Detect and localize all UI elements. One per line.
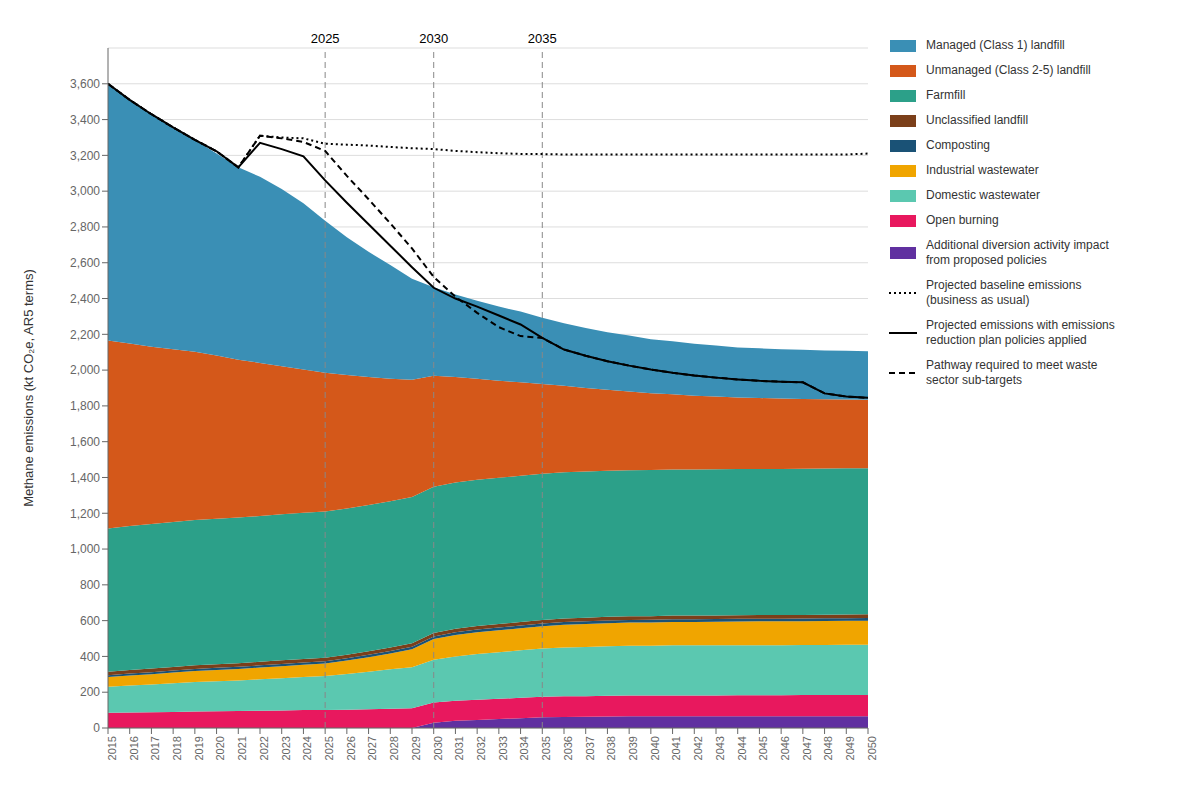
- html-text:Unclassified landfill: Unclassified landfill: [926, 113, 1028, 127]
- svg-text:2045: 2045: [757, 736, 769, 760]
- svg-text:2046: 2046: [779, 736, 791, 760]
- svg-text:2030: 2030: [432, 736, 444, 760]
- svg-text:2039: 2039: [627, 736, 639, 760]
- svg-text:2032: 2032: [475, 736, 487, 760]
- svg-text:3,200: 3,200: [70, 149, 100, 163]
- html-text:Unmanaged (Class 2-5) landfill: Unmanaged (Class 2-5) landfill: [926, 63, 1091, 77]
- svg-text:1,200: 1,200: [70, 507, 100, 521]
- svg-text:2028: 2028: [388, 736, 400, 760]
- svg-text:2030: 2030: [419, 31, 448, 46]
- svg-text:2050: 2050: [866, 736, 878, 760]
- svg-text:2033: 2033: [497, 736, 509, 760]
- svg-text:2018: 2018: [171, 736, 183, 760]
- svg-text:2020: 2020: [214, 736, 226, 760]
- svg-text:2038: 2038: [605, 736, 617, 760]
- svg-text:200: 200: [80, 685, 100, 699]
- html-text:Projected baseline emissions: Projected baseline emissions: [926, 278, 1082, 292]
- svg-text:2,400: 2,400: [70, 292, 100, 306]
- svg-text:2022: 2022: [258, 736, 270, 760]
- svg-text:2048: 2048: [822, 736, 834, 760]
- svg-text:1,800: 1,800: [70, 399, 100, 413]
- html-text:reduction plan policies applie: reduction plan policies applied: [926, 333, 1087, 347]
- svg-text:2023: 2023: [280, 736, 292, 760]
- html-text:Open burning: Open burning: [926, 213, 999, 227]
- svg-text:2044: 2044: [736, 736, 748, 760]
- svg-text:2016: 2016: [128, 736, 140, 760]
- svg-text:2041: 2041: [670, 736, 682, 760]
- svg-text:2024: 2024: [301, 736, 313, 760]
- html-text:Pathway required to meet waste: Pathway required to meet waste: [926, 358, 1098, 372]
- svg-text:0: 0: [93, 721, 100, 735]
- svg-text:3,600: 3,600: [70, 77, 100, 91]
- svg-text:3,400: 3,400: [70, 113, 100, 127]
- svg-text:400: 400: [80, 650, 100, 664]
- svg-text:2017: 2017: [149, 736, 161, 760]
- svg-text:800: 800: [80, 578, 100, 592]
- svg-text:600: 600: [80, 614, 100, 628]
- html-text:Composting: Composting: [926, 138, 990, 152]
- html-text:(business as usual): (business as usual): [926, 293, 1030, 307]
- html-text:Domestic wastewater: Domestic wastewater: [926, 188, 1040, 202]
- svg-text:2029: 2029: [410, 736, 422, 760]
- svg-text:1,400: 1,400: [70, 471, 100, 485]
- svg-text:2043: 2043: [714, 736, 726, 760]
- html-text:from proposed policies: from proposed policies: [926, 253, 1047, 267]
- svg-text:2026: 2026: [345, 736, 357, 760]
- svg-text:2036: 2036: [562, 736, 574, 760]
- svg-text:2035: 2035: [540, 736, 552, 760]
- html-text:Additional diversion activity: Additional diversion activity impact: [926, 238, 1109, 252]
- html-text:Managed (Class 1) landfill: Managed (Class 1) landfill: [926, 38, 1065, 52]
- svg-text:Methane emissions (kt CO₂e, AR: Methane emissions (kt CO₂e, AR5 terms): [21, 269, 36, 507]
- svg-text:2,800: 2,800: [70, 220, 100, 234]
- svg-text:2,000: 2,000: [70, 363, 100, 377]
- svg-text:2035: 2035: [528, 31, 557, 46]
- svg-text:2025: 2025: [323, 736, 335, 760]
- svg-text:2031: 2031: [453, 736, 465, 760]
- svg-text:2025: 2025: [311, 31, 340, 46]
- svg-text:3,000: 3,000: [70, 184, 100, 198]
- svg-text:2037: 2037: [584, 736, 596, 760]
- html-text:Industrial wastewater: Industrial wastewater: [926, 163, 1039, 177]
- svg-text:2021: 2021: [236, 736, 248, 760]
- svg-text:1,600: 1,600: [70, 435, 100, 449]
- svg-text:2,600: 2,600: [70, 256, 100, 270]
- svg-text:2042: 2042: [692, 736, 704, 760]
- svg-text:2049: 2049: [844, 736, 856, 760]
- svg-text:1,000: 1,000: [70, 542, 100, 556]
- svg-text:2015: 2015: [106, 736, 118, 760]
- svg-text:2040: 2040: [649, 736, 661, 760]
- svg-text:2034: 2034: [518, 736, 530, 760]
- html-text:sector sub-targets: sector sub-targets: [926, 373, 1022, 387]
- html-text:Farmfill: Farmfill: [926, 88, 966, 102]
- svg-text:2047: 2047: [801, 736, 813, 760]
- svg-text:2027: 2027: [366, 736, 378, 760]
- html-text:Projected emissions with emiss: Projected emissions with emissions: [926, 318, 1115, 332]
- svg-text:2019: 2019: [193, 736, 205, 760]
- svg-text:2,200: 2,200: [70, 328, 100, 342]
